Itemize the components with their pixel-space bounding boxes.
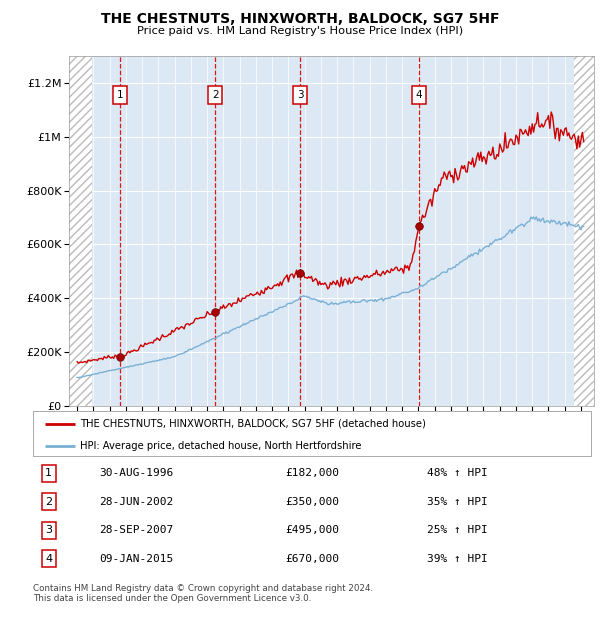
Text: 28-SEP-2007: 28-SEP-2007 — [99, 525, 173, 535]
Text: Price paid vs. HM Land Registry's House Price Index (HPI): Price paid vs. HM Land Registry's House … — [137, 26, 463, 36]
Text: 30-AUG-1996: 30-AUG-1996 — [99, 468, 173, 478]
Text: THE CHESTNUTS, HINXWORTH, BALDOCK, SG7 5HF: THE CHESTNUTS, HINXWORTH, BALDOCK, SG7 5… — [101, 12, 499, 27]
Text: 4: 4 — [45, 554, 52, 564]
Text: Contains HM Land Registry data © Crown copyright and database right 2024.
This d: Contains HM Land Registry data © Crown c… — [33, 584, 373, 603]
Text: HPI: Average price, detached house, North Hertfordshire: HPI: Average price, detached house, Nort… — [80, 441, 362, 451]
Text: 25% ↑ HPI: 25% ↑ HPI — [427, 525, 487, 535]
Text: 48% ↑ HPI: 48% ↑ HPI — [427, 468, 487, 478]
Text: £182,000: £182,000 — [285, 468, 339, 478]
Text: 28-JUN-2002: 28-JUN-2002 — [99, 497, 173, 507]
Text: £670,000: £670,000 — [285, 554, 339, 564]
Text: £495,000: £495,000 — [285, 525, 339, 535]
Text: 1: 1 — [117, 90, 124, 100]
Text: £350,000: £350,000 — [285, 497, 339, 507]
Text: 09-JAN-2015: 09-JAN-2015 — [99, 554, 173, 564]
Text: 1: 1 — [45, 468, 52, 478]
Bar — [574, 56, 594, 406]
Text: 2: 2 — [45, 497, 52, 507]
Text: 2: 2 — [212, 90, 218, 100]
Text: 3: 3 — [45, 525, 52, 535]
Bar — [69, 56, 92, 406]
Text: THE CHESTNUTS, HINXWORTH, BALDOCK, SG7 5HF (detached house): THE CHESTNUTS, HINXWORTH, BALDOCK, SG7 5… — [80, 418, 427, 428]
Text: 39% ↑ HPI: 39% ↑ HPI — [427, 554, 487, 564]
Text: 4: 4 — [416, 90, 422, 100]
Text: 3: 3 — [297, 90, 304, 100]
Text: 35% ↑ HPI: 35% ↑ HPI — [427, 497, 487, 507]
